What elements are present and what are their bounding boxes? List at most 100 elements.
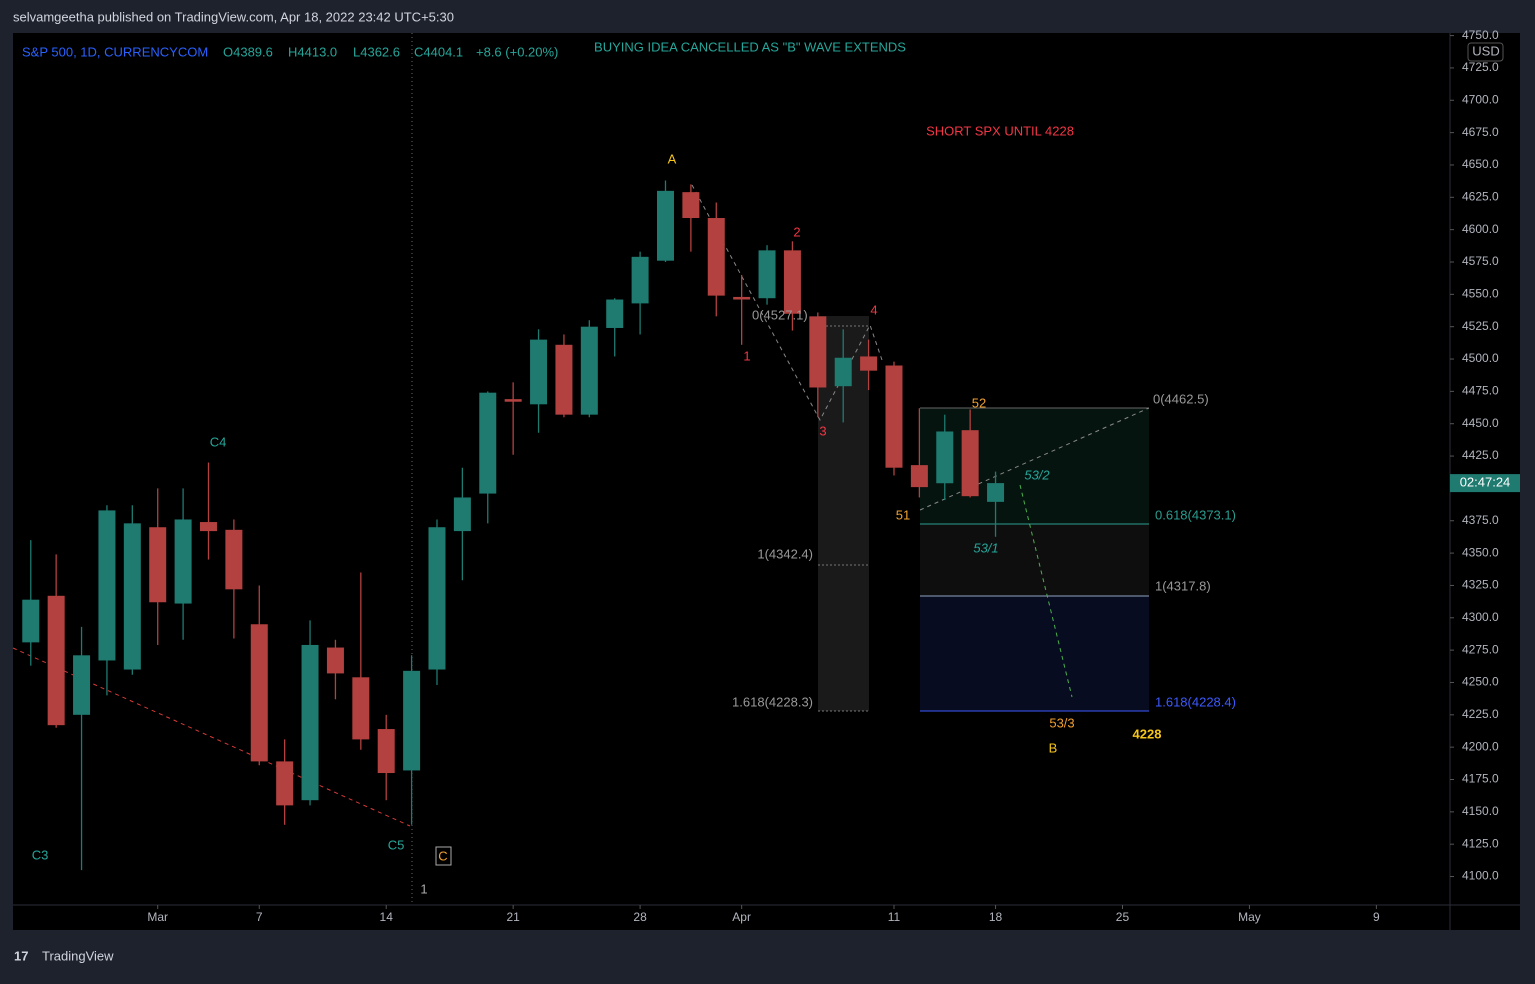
wave-label: A <box>668 151 677 166</box>
candle-body <box>377 729 395 774</box>
candle-body <box>47 595 65 726</box>
currency[interactable]: USD <box>1472 43 1499 58</box>
candle-body <box>276 761 294 806</box>
candle-body <box>783 250 801 314</box>
wave-label: C4 <box>210 434 227 449</box>
y-tick-label: 4625.0 <box>1462 189 1499 203</box>
y-tick-label: 4525.0 <box>1462 319 1499 333</box>
y-tick-label: 4750.0 <box>1462 28 1499 42</box>
candle-body <box>149 527 167 603</box>
candle-body <box>98 510 116 661</box>
wave-label: 1 <box>420 881 427 896</box>
ohlc: H4413.0 <box>288 44 337 59</box>
logo: 17 <box>14 948 28 963</box>
change: +8.6 (+0.20%) <box>476 44 558 59</box>
candle-body <box>733 296 751 300</box>
target-label: 4228 <box>1133 726 1162 741</box>
fib-label: 1.618(4228.4) <box>1155 694 1236 709</box>
label-box <box>435 846 452 866</box>
x-tick-label: 18 <box>989 910 1003 924</box>
candle-body <box>428 527 446 670</box>
y-tick-label: 4575.0 <box>1462 254 1499 268</box>
fib-box <box>920 524 1149 596</box>
candle-body <box>606 299 624 328</box>
fib-label: 0.618(4373.1) <box>1155 507 1236 522</box>
wave-line <box>919 407 1150 511</box>
chart-subtitle: SHORT SPX UNTIL 4228 <box>926 123 1074 138</box>
fib-label: 0(4527.1) <box>752 307 808 322</box>
candle-body <box>656 190 674 261</box>
y-tick-label: 4450.0 <box>1462 416 1499 430</box>
y-tick-label: 4100.0 <box>1462 869 1499 883</box>
candle-body <box>504 399 522 402</box>
y-tick-label: 4700.0 <box>1462 92 1499 106</box>
y-tick-label: 4500.0 <box>1462 351 1499 365</box>
y-tick-label: 4425.0 <box>1462 448 1499 462</box>
wave-label: C5 <box>388 837 405 852</box>
candle-body <box>326 647 344 674</box>
candle-body <box>809 316 827 388</box>
candle-body <box>834 357 852 387</box>
candle-body <box>301 644 319 801</box>
fib-label: 1(4317.8) <box>1155 578 1211 593</box>
y-tick-label: 4350.0 <box>1462 545 1499 559</box>
symbol: S&P 500, 1D, CURRENCYCOM <box>22 44 208 59</box>
wave-label: B <box>1049 740 1058 755</box>
fib-label: 1(4342.4) <box>757 546 813 561</box>
ohlc: C4404.1 <box>414 44 463 59</box>
wave-label: C <box>438 848 447 863</box>
candle-body <box>580 326 598 415</box>
wave-label: 4 <box>870 302 877 317</box>
wave-label: 53/2 <box>1024 467 1050 482</box>
y-tick-label: 4225.0 <box>1462 707 1499 721</box>
candle-body <box>73 655 91 715</box>
candle-body <box>199 522 217 532</box>
x-tick-label: 28 <box>633 910 647 924</box>
y-tick-label: 4275.0 <box>1462 642 1499 656</box>
candle-body <box>123 523 141 670</box>
x-tick-label: 14 <box>380 910 394 924</box>
fib-box <box>920 408 1149 524</box>
candle-body <box>530 339 548 405</box>
x-tick-label: Apr <box>732 910 751 924</box>
candle-body <box>860 356 878 371</box>
y-tick-label: 4200.0 <box>1462 739 1499 753</box>
y-tick-label: 4150.0 <box>1462 804 1499 818</box>
candle-body <box>631 256 649 304</box>
wave-label: 1 <box>743 348 750 363</box>
currency-box[interactable] <box>1467 42 1504 62</box>
candle-body <box>910 465 928 488</box>
fib-label: 1.618(4228.3) <box>732 694 813 709</box>
candle-body <box>352 677 370 740</box>
y-tick-label: 4175.0 <box>1462 772 1499 786</box>
fib-label: 0(4462.5) <box>1153 391 1209 406</box>
timer: 02:47:24 <box>1460 475 1511 490</box>
y-tick-label: 4250.0 <box>1462 675 1499 689</box>
wave-label: 3 <box>819 423 826 438</box>
ohlc: O4389.6 <box>223 44 273 59</box>
candle-body <box>250 624 268 762</box>
candle-body <box>453 497 471 532</box>
candle-body <box>479 392 497 494</box>
x-tick-label: Mar <box>147 910 168 924</box>
plot-bg <box>13 33 1520 930</box>
wave-label: 52 <box>972 395 986 410</box>
candle-body <box>936 431 954 484</box>
candle-body <box>707 218 725 296</box>
chart-title: BUYING IDEA CANCELLED AS "B" WAVE EXTEND… <box>594 39 906 54</box>
x-tick-label: 11 <box>888 910 901 924</box>
candle-body <box>403 670 421 771</box>
y-tick-label: 4550.0 <box>1462 287 1499 301</box>
x-tick-label: 25 <box>1116 910 1130 924</box>
candle-body <box>225 529 243 590</box>
wave-label: 2 <box>793 224 800 239</box>
publisher: selvamgeetha published on TradingView.co… <box>13 9 454 24</box>
fib-box <box>920 596 1149 711</box>
y-tick-label: 4650.0 <box>1462 157 1499 171</box>
candle-body <box>961 430 979 497</box>
candle-body <box>174 519 192 604</box>
candle-body <box>987 483 1005 502</box>
ohlc: L4362.6 <box>353 44 400 59</box>
wave-label: 53/1 <box>973 540 998 555</box>
